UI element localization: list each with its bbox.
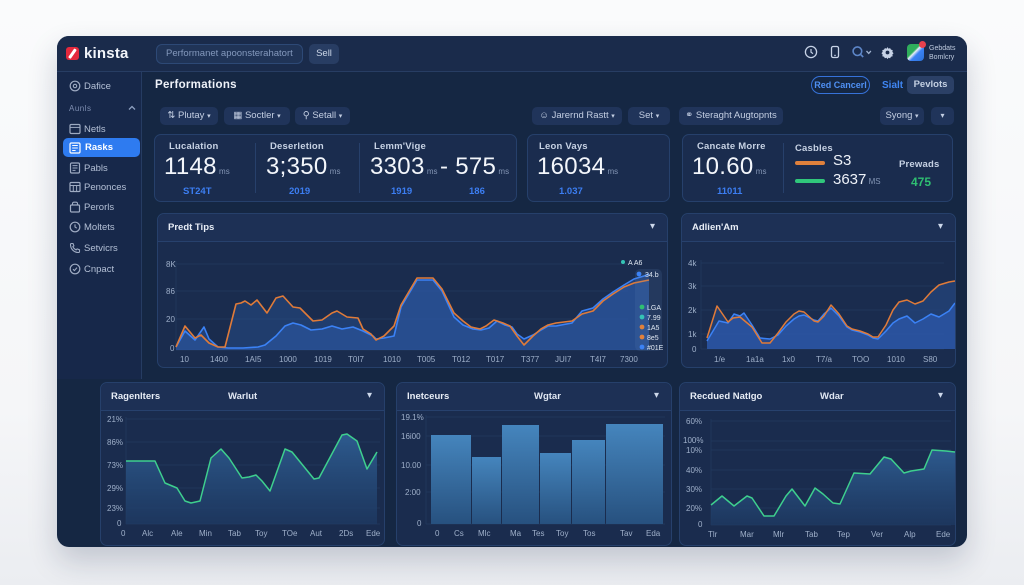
svg-text:100%: 100% — [683, 436, 703, 445]
svg-text:4k: 4k — [688, 259, 697, 268]
svg-text:1A5: 1A5 — [647, 325, 660, 332]
svg-text:T0I7: T0I7 — [348, 355, 365, 364]
svg-text:T017: T017 — [486, 355, 505, 364]
svg-text:Ale: Ale — [171, 529, 183, 538]
svg-text:T005: T005 — [417, 355, 436, 364]
svg-text:T012: T012 — [452, 355, 471, 364]
svg-text:LGA: LGA — [647, 305, 661, 312]
svg-text:Alc: Alc — [142, 529, 153, 538]
svg-text:Mlc: Mlc — [478, 529, 490, 538]
svg-text:19.1%: 19.1% — [401, 413, 424, 422]
svg-text:Tab: Tab — [228, 529, 241, 538]
svg-text:Ede: Ede — [936, 530, 951, 539]
svg-text:Toy: Toy — [255, 529, 267, 538]
svg-text:8K: 8K — [166, 260, 176, 269]
svg-text:1k: 1k — [688, 330, 697, 339]
svg-text:T4I7: T4I7 — [590, 355, 607, 364]
svg-text:40%: 40% — [686, 466, 702, 475]
svg-text:JUI7: JUI7 — [555, 355, 572, 364]
svg-text:TOe: TOe — [282, 529, 298, 538]
svg-text:1010: 1010 — [887, 355, 905, 364]
svg-text:7300: 7300 — [620, 355, 638, 364]
svg-text:23%: 23% — [107, 504, 123, 513]
svg-text:0: 0 — [117, 519, 122, 528]
svg-text:#01E: #01E — [647, 345, 664, 352]
svg-text:2Ds: 2Ds — [339, 529, 353, 538]
svg-text:S80: S80 — [923, 355, 938, 364]
svg-text:10.00: 10.00 — [401, 461, 422, 470]
svg-text:0: 0 — [121, 529, 126, 538]
svg-text:TOO: TOO — [852, 355, 869, 364]
svg-text:Tlr: Tlr — [708, 530, 718, 539]
svg-text:0: 0 — [698, 520, 703, 529]
svg-text:60%: 60% — [686, 417, 702, 426]
svg-text:0: 0 — [170, 344, 175, 353]
svg-text:86: 86 — [166, 287, 175, 296]
svg-text:16i00: 16i00 — [401, 432, 421, 441]
svg-text:1/e: 1/e — [714, 355, 726, 364]
svg-text:2:00: 2:00 — [405, 488, 421, 497]
svg-text:Ma: Ma — [510, 529, 522, 538]
svg-text:1AI5: 1AI5 — [245, 355, 262, 364]
svg-text:Aut: Aut — [310, 529, 323, 538]
svg-text:Eda: Eda — [646, 529, 661, 538]
svg-text:1010: 1010 — [383, 355, 401, 364]
svg-text:8e5: 8e5 — [647, 335, 659, 342]
svg-text:10: 10 — [180, 355, 189, 364]
svg-text:3k: 3k — [688, 282, 697, 291]
svg-text:7.99: 7.99 — [647, 315, 661, 322]
svg-text:1019: 1019 — [314, 355, 332, 364]
svg-text:30%: 30% — [686, 485, 702, 494]
svg-text:T377: T377 — [521, 355, 540, 364]
svg-text:Cs: Cs — [454, 529, 464, 538]
svg-text:1a1a: 1a1a — [746, 355, 764, 364]
svg-text:0: 0 — [417, 519, 422, 528]
svg-text:1x0: 1x0 — [782, 355, 795, 364]
svg-text:Tep: Tep — [837, 530, 850, 539]
svg-text:20%: 20% — [686, 504, 702, 513]
svg-text:Tav: Tav — [620, 529, 632, 538]
svg-text:Mlr: Mlr — [773, 530, 784, 539]
svg-text:Min: Min — [199, 529, 212, 538]
svg-text:86%: 86% — [107, 438, 123, 447]
svg-text:Mar: Mar — [740, 530, 754, 539]
svg-text:1000: 1000 — [279, 355, 297, 364]
svg-text:T7/a: T7/a — [816, 355, 833, 364]
svg-text:A A6: A A6 — [628, 260, 643, 267]
svg-text:Tos: Tos — [583, 529, 595, 538]
svg-text:2k: 2k — [688, 306, 697, 315]
svg-text:21%: 21% — [107, 415, 123, 424]
svg-text:Toy: Toy — [556, 529, 568, 538]
svg-text:10%: 10% — [686, 446, 702, 455]
svg-text:1400: 1400 — [210, 355, 228, 364]
svg-text:Tab: Tab — [805, 530, 818, 539]
svg-text:0: 0 — [435, 529, 440, 538]
svg-text:0: 0 — [692, 345, 697, 354]
svg-text:Tes: Tes — [532, 529, 544, 538]
svg-text:Alp: Alp — [904, 530, 916, 539]
svg-text:29%: 29% — [107, 484, 123, 493]
svg-text:73%: 73% — [107, 461, 123, 470]
svg-text:Ver: Ver — [871, 530, 883, 539]
svg-text:20: 20 — [166, 315, 175, 324]
svg-text:34.b: 34.b — [645, 272, 659, 279]
svg-text:Ede: Ede — [366, 529, 381, 538]
